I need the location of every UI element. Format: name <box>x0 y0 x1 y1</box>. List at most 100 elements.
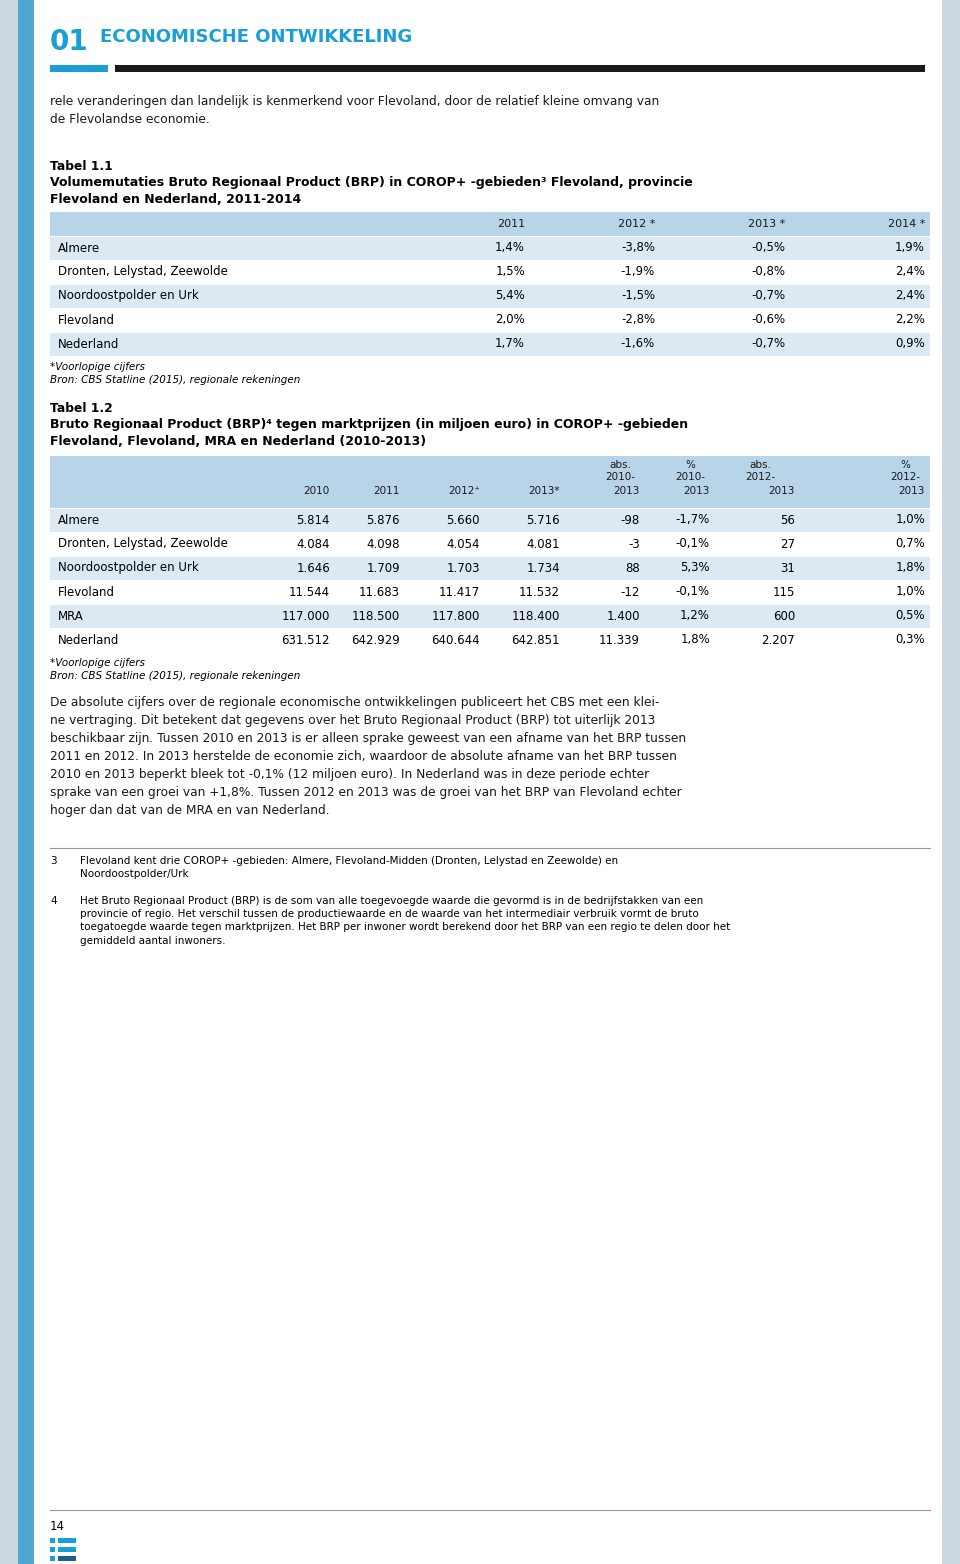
Text: 642.851: 642.851 <box>512 633 560 646</box>
Bar <box>50 332 930 357</box>
Text: 31: 31 <box>780 561 795 574</box>
Bar <box>115 66 925 72</box>
Bar <box>50 580 930 604</box>
Text: *Voorlopige cijfers: *Voorlopige cijfers <box>50 361 145 372</box>
Text: 1.400: 1.400 <box>607 610 640 622</box>
Text: 11.683: 11.683 <box>359 585 400 599</box>
Bar <box>18 0 34 1564</box>
Text: 11.339: 11.339 <box>599 633 640 646</box>
Bar <box>50 604 930 629</box>
Text: 117.000: 117.000 <box>281 610 330 622</box>
Text: -1,6%: -1,6% <box>621 338 655 350</box>
Text: 2011: 2011 <box>497 219 525 228</box>
Text: 5.814: 5.814 <box>297 513 330 527</box>
Text: 11.532: 11.532 <box>519 585 560 599</box>
Text: 0,3%: 0,3% <box>896 633 925 646</box>
Text: rele veranderingen dan landelijk is kenmerkend voor Flevoland, door de relatief : rele veranderingen dan landelijk is kenm… <box>50 95 660 127</box>
Bar <box>58 1537 76 1544</box>
Text: -1,7%: -1,7% <box>676 513 710 527</box>
Text: 118.500: 118.500 <box>351 610 400 622</box>
Text: 3: 3 <box>50 856 57 866</box>
Text: 11.417: 11.417 <box>439 585 480 599</box>
Text: 2012-: 2012- <box>890 472 920 482</box>
Text: 4.081: 4.081 <box>526 538 560 551</box>
Text: 2014 *: 2014 * <box>888 219 925 228</box>
Text: 2013: 2013 <box>769 486 795 496</box>
Text: 2013 *: 2013 * <box>748 219 785 228</box>
Text: 0,7%: 0,7% <box>896 538 925 551</box>
Text: Almere: Almere <box>58 241 100 255</box>
Bar <box>50 508 930 532</box>
Text: 1,8%: 1,8% <box>681 633 710 646</box>
Text: 5.716: 5.716 <box>526 513 560 527</box>
Text: 2,4%: 2,4% <box>895 266 925 278</box>
Text: -98: -98 <box>621 513 640 527</box>
Text: 4.084: 4.084 <box>297 538 330 551</box>
Bar <box>50 532 930 555</box>
Text: Noordoostpolder en Urk: Noordoostpolder en Urk <box>58 289 199 302</box>
Text: 118.400: 118.400 <box>512 610 560 622</box>
Text: 1,8%: 1,8% <box>896 561 925 574</box>
Text: ECONOMISCHE ONTWIKKELING: ECONOMISCHE ONTWIKKELING <box>100 28 412 45</box>
Text: 27: 27 <box>780 538 795 551</box>
Text: 117.800: 117.800 <box>432 610 480 622</box>
Text: 1.703: 1.703 <box>446 561 480 574</box>
Bar <box>50 260 930 285</box>
Text: 14: 14 <box>50 1520 65 1533</box>
Text: 2013: 2013 <box>684 486 710 496</box>
Text: Flevoland kent drie COROP+ -gebieden: Almere, Flevoland-Midden (Dronten, Lelysta: Flevoland kent drie COROP+ -gebieden: Al… <box>80 856 618 879</box>
Text: 1,9%: 1,9% <box>895 241 925 255</box>
Text: Bron: CBS Statline (2015), regionale rekeningen: Bron: CBS Statline (2015), regionale rek… <box>50 375 300 385</box>
Text: abs.: abs. <box>749 460 771 471</box>
Bar <box>50 308 930 332</box>
Bar <box>50 555 930 580</box>
Text: 2,4%: 2,4% <box>895 289 925 302</box>
Text: -0,1%: -0,1% <box>676 538 710 551</box>
Text: Flevoland: Flevoland <box>58 585 115 599</box>
Bar <box>50 457 930 508</box>
Text: -1,5%: -1,5% <box>621 289 655 302</box>
Text: 56: 56 <box>780 513 795 527</box>
Text: 5,3%: 5,3% <box>681 561 710 574</box>
Text: -0,1%: -0,1% <box>676 585 710 599</box>
Text: 4.098: 4.098 <box>367 538 400 551</box>
Text: 1,0%: 1,0% <box>896 513 925 527</box>
Text: 1,0%: 1,0% <box>896 585 925 599</box>
Text: 2,0%: 2,0% <box>495 313 525 327</box>
Text: 642.929: 642.929 <box>351 633 400 646</box>
Text: 631.512: 631.512 <box>281 633 330 646</box>
Text: 88: 88 <box>625 561 640 574</box>
Text: 1,5%: 1,5% <box>495 266 525 278</box>
Text: Volumemutaties Bruto Regionaal Product (BRP) in COROP+ -gebieden³ Flevoland, pro: Volumemutaties Bruto Regionaal Product (… <box>50 177 693 206</box>
Text: 2013: 2013 <box>899 486 925 496</box>
Text: -0,7%: -0,7% <box>751 289 785 302</box>
Text: -0,7%: -0,7% <box>751 338 785 350</box>
Text: -3: -3 <box>628 538 640 551</box>
Text: -0,6%: -0,6% <box>751 313 785 327</box>
Text: 2,2%: 2,2% <box>895 313 925 327</box>
Text: 600: 600 <box>773 610 795 622</box>
Text: 5.876: 5.876 <box>367 513 400 527</box>
Text: 2013*: 2013* <box>529 486 560 496</box>
Text: 640.644: 640.644 <box>431 633 480 646</box>
Text: 2.207: 2.207 <box>761 633 795 646</box>
Text: Het Bruto Regionaal Product (BRP) is de som van alle toegevoegde waarde die gevo: Het Bruto Regionaal Product (BRP) is de … <box>80 896 731 946</box>
Bar <box>50 66 108 72</box>
Bar <box>50 629 930 652</box>
Text: -2,8%: -2,8% <box>621 313 655 327</box>
Text: -0,8%: -0,8% <box>751 266 785 278</box>
Text: abs.: abs. <box>609 460 631 471</box>
Text: 115: 115 <box>773 585 795 599</box>
Text: 2013: 2013 <box>613 486 640 496</box>
Text: Almere: Almere <box>58 513 100 527</box>
Text: 1,2%: 1,2% <box>680 610 710 622</box>
Text: Nederland: Nederland <box>58 338 119 350</box>
Text: 0,9%: 0,9% <box>896 338 925 350</box>
Text: 2010: 2010 <box>303 486 330 496</box>
Text: 1.734: 1.734 <box>526 561 560 574</box>
Text: Nederland: Nederland <box>58 633 119 646</box>
Text: 11.544: 11.544 <box>289 585 330 599</box>
Text: -12: -12 <box>620 585 640 599</box>
Text: 2012-: 2012- <box>745 472 775 482</box>
Bar <box>50 1537 55 1544</box>
